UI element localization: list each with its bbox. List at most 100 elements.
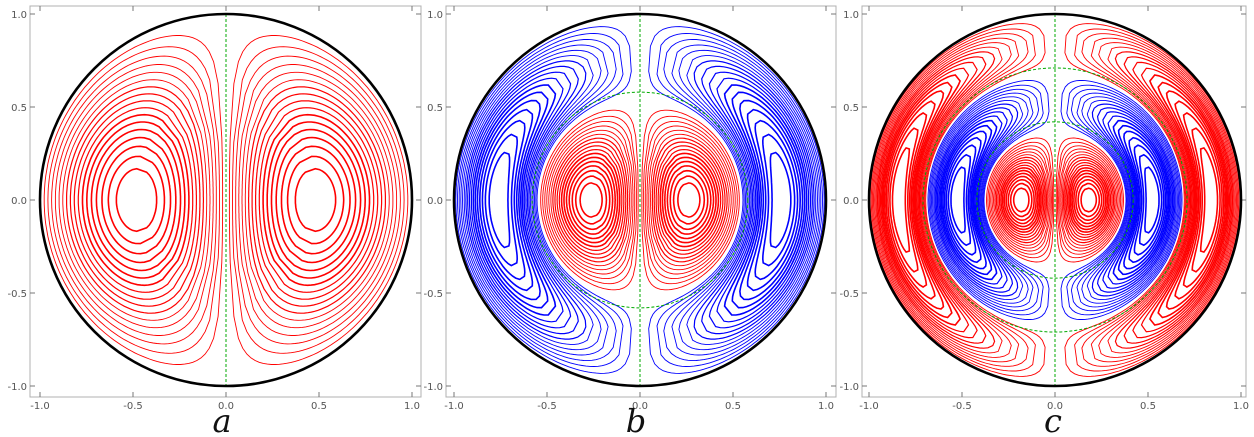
positive-contour-line [66,86,204,314]
negative-contour-line [1070,88,1181,312]
positive-contour-line [238,64,398,336]
negative-contour-line [463,55,594,345]
negative-contour-line [462,49,602,351]
positive-contour-line [286,155,345,245]
positive-contour-line [280,145,351,255]
positive-contour-line [1005,175,1037,225]
positive-contour-line [1148,74,1229,326]
y-tick-label: 1.0 [11,10,27,21]
negative-contour-line [947,153,972,247]
positive-contour-line [650,133,730,267]
negative-contour-line [1096,107,1175,293]
negative-contour-line [1133,144,1165,256]
positive-contour-line [879,67,970,333]
y-tick-label: -0.5 [423,289,443,300]
positive-contour-line [241,71,394,329]
negative-contour-line [1102,111,1174,289]
panel-a: -1.0-1.0 -0.5 -0.5 0.0 0.0 0.5 0.5 1.0 1.0 a [7,5,422,437]
positive-contour-line [47,46,220,354]
positive-contour-line [95,136,177,264]
positive-contour-line [1058,145,1122,255]
positive-contour-line [1069,169,1109,231]
positive-contour-line [871,33,1029,367]
positive-contour-line [554,141,627,259]
negative-contour-line [950,166,966,234]
positive-contour-line [73,100,197,300]
positive-contour-line [556,145,625,255]
positive-contour-line [571,169,611,231]
panel-c: -1.0-1.0 -0.5 -0.5 0.0 0.0 0.5 0.5 1.0 1.0 c [839,5,1249,437]
negative-contour-line [939,119,998,281]
positive-contour-line [251,93,383,307]
positive-contour-line [669,169,709,231]
negative-contour-line [484,133,519,267]
negative-contour-line [468,71,572,329]
positive-contour-line [248,86,386,314]
negative-contour-line [928,84,1044,316]
y-tick-label: 1.0 [843,10,859,21]
negative-contour-line [934,103,1019,297]
positive-contour-line [1068,167,1110,233]
negative-contour-line [930,92,1034,308]
negative-contour-line [476,99,541,301]
positive-contour-line [644,120,736,280]
positive-contour-line [101,145,172,255]
y-tick-label: 0.5 [11,103,27,114]
positive-contour-line [1064,23,1241,377]
positive-contour-line [651,137,728,263]
x-tick-label: 0.0 [632,401,648,412]
negative-contour-line [708,71,812,329]
positive-contour-line [666,165,712,235]
positive-contour-line [664,160,715,240]
positive-contour-line [641,109,740,291]
positive-contour-line [659,152,720,248]
positive-contour-line [994,156,1048,244]
positive-contour-line [1077,182,1101,218]
positive-contour-line [990,148,1051,252]
positive-contour-line [987,141,1053,259]
negative-contour-line [1123,130,1168,270]
negative-contour-line [761,133,796,267]
negative-contour-line [656,33,823,367]
positive-contour-line [887,112,928,288]
x-tick-label: 1.0 [404,401,420,412]
positive-contour-line [1064,159,1115,241]
negative-contour-line [458,38,617,362]
negative-contour-line [648,26,825,374]
positive-contour-line [1071,172,1107,228]
y-tick-label: -0.5 [839,289,859,300]
negative-contour-line [1128,136,1167,264]
positive-contour-line [262,113,371,287]
positive-contour-line [1157,81,1228,319]
positive-contour-line [993,154,1049,246]
positive-contour-line [1199,146,1219,254]
panel-b: -1.0-1.0 -0.5 -0.5 0.0 0.0 0.5 0.5 1.0 1.0 b [423,5,837,437]
y-tick-label: -1.0 [423,382,443,393]
positive-contour-line [869,23,1046,377]
y-tick-label: 0.5 [427,103,443,114]
x-tick-label: 1.0 [1233,401,1249,412]
positive-contour-line [54,64,214,336]
negative-contour-line [945,144,977,256]
negative-contour-line [481,119,526,281]
negative-contour-line [455,26,632,374]
positive-contour-line [550,133,630,267]
positive-contour-line [43,35,224,365]
positive-contour-line [1123,56,1233,344]
positive-contour-line [998,164,1044,236]
positive-contour-line [997,161,1045,239]
negative-contour-line [1081,96,1178,304]
positive-contour-line [544,120,636,280]
positive-contour-line [1055,137,1124,263]
positive-contour-line [876,51,996,349]
positive-contour-line [1074,28,1240,372]
positive-contour-line [563,156,619,244]
panel-label: c [1044,402,1062,437]
positive-contour-line [107,155,166,245]
x-tick-label: -1.0 [444,401,464,412]
positive-contour-line [81,113,190,287]
negative-contour-line [1138,153,1163,247]
positive-contour-line [552,137,629,263]
panel-label: a [212,402,231,437]
